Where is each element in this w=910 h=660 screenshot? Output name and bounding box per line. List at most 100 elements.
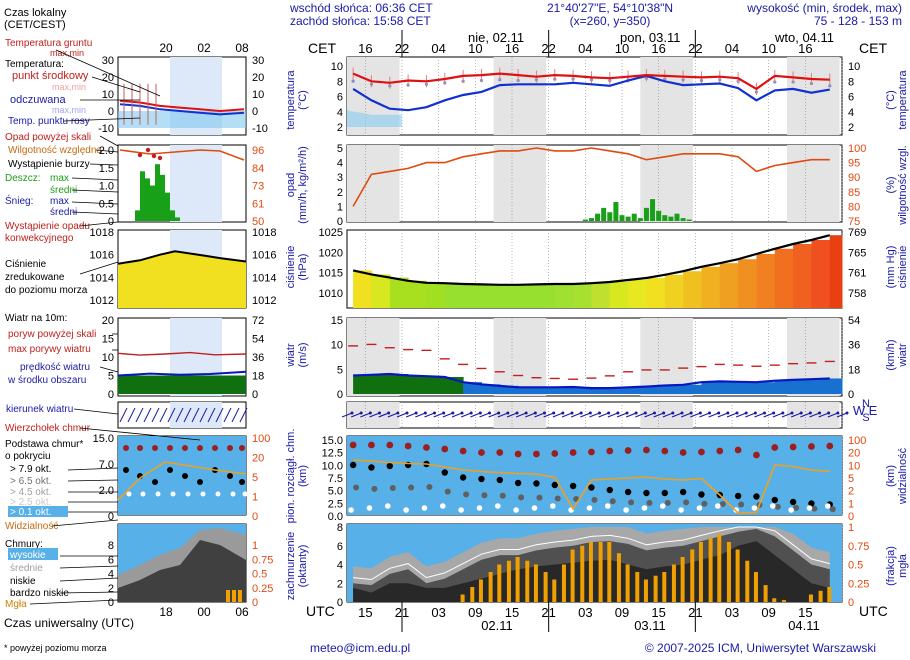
cloud-base-marker-65	[499, 492, 506, 499]
legend-leader	[79, 261, 119, 275]
wind-speed-column	[591, 388, 611, 394]
utc-right: UTC	[859, 603, 888, 619]
mini-cloud-top-marker	[239, 445, 245, 451]
cloud-base-marker	[698, 491, 705, 498]
wind-arrow	[690, 412, 701, 418]
mmhg-tick: 758	[848, 288, 866, 300]
temp-axis-unit-right: (°C)	[885, 90, 897, 110]
legend-clouds: Chmury:	[5, 539, 43, 550]
mini-cloud-top-marker	[123, 445, 129, 451]
wind-speed-column	[499, 385, 519, 394]
mini-fog-tick: 1	[252, 540, 258, 552]
wind-arrow	[543, 412, 554, 418]
wind-arrow-head	[533, 411, 537, 415]
mini-wind-tick: 20	[102, 315, 114, 327]
wind-arrow-head	[836, 411, 840, 415]
wind-arrow	[818, 412, 829, 418]
wind-arrow	[506, 412, 518, 418]
mini-cov-tick: 0	[108, 597, 114, 609]
fog-bar	[478, 579, 483, 602]
bottom-date-3: 04.11	[788, 618, 820, 633]
utc-label: Czas uniwersalny (UTC)	[4, 616, 134, 630]
wind-arrow	[479, 412, 490, 418]
day-label-2: pon, 03.11	[620, 30, 680, 45]
temp-tick: 4	[337, 107, 343, 119]
bottom-hour-label: 15	[798, 605, 812, 620]
wind-arrow-head	[552, 411, 556, 415]
cloud-base-marker-01	[366, 505, 373, 511]
mini-fog-tick: 0.5	[252, 569, 267, 581]
wind-arrow	[589, 412, 600, 418]
fog-tick: 0.5	[848, 560, 863, 572]
top-hour-label: 04	[578, 41, 592, 56]
mini-hum-tick: 73	[252, 181, 264, 193]
wind-arrow-head	[763, 411, 766, 415]
cloud-base-marker-01	[476, 505, 483, 511]
cloud-base-marker-01	[788, 507, 794, 513]
kmh-tick: 0	[848, 389, 854, 401]
fog-bar	[607, 542, 612, 602]
wind-arrow-head	[790, 411, 794, 415]
sunrise-text: wschód słońca: 06:36 CET	[289, 1, 433, 15]
legend-okt-4: > 2.5 okt.	[10, 497, 51, 508]
mini-cov-tick: 4	[108, 569, 114, 581]
wind-arrow-head	[643, 411, 647, 415]
rain-bar	[619, 215, 625, 221]
wind-speed-column	[554, 387, 574, 394]
wind-speed-column	[664, 385, 684, 394]
mini-pressure-line	[117, 250, 247, 265]
cloud-base-marker-01	[384, 503, 391, 509]
mini-wind-line	[117, 370, 247, 377]
fog-bar	[781, 600, 786, 602]
cloud-base-marker	[349, 461, 357, 469]
coords-text: 21°40'27"E, 54°10'38"N	[547, 1, 673, 15]
legend-snow-max: max	[50, 196, 69, 207]
wind-arrow	[341, 412, 353, 418]
mini-cloud-low-marker	[230, 491, 236, 497]
wind-arrow	[552, 412, 564, 418]
cloud-base-marker-01	[604, 503, 611, 509]
wind-arrow-head	[579, 411, 583, 415]
wind-arrow-head	[744, 411, 748, 415]
pressure-column	[371, 274, 391, 308]
legend-wind-dir: kierunek wiatru	[6, 404, 73, 415]
cloud-top-marker	[679, 449, 687, 456]
wind-tick: 10	[331, 340, 343, 352]
night-band	[493, 57, 547, 135]
mini-temp-tick-right: 30	[252, 55, 264, 67]
mini-press-tick: 1016	[90, 250, 114, 262]
wind-speed-column	[793, 379, 812, 394]
legend-ground-temp-maxmin: max,min	[50, 48, 84, 58]
wind-arrow-head	[359, 411, 363, 415]
mini-cloud-low-marker	[155, 491, 161, 497]
fog-bar	[488, 572, 493, 602]
wind-speed-column	[426, 376, 446, 394]
cloud-base-marker-01	[696, 505, 703, 511]
hum-tick: 100	[848, 143, 866, 155]
legend-perceived: odczuwana	[10, 94, 67, 106]
cloud-tick: 15.0	[322, 435, 343, 447]
wind-speed-column	[646, 386, 666, 394]
mini-bottom-hour: 00	[197, 605, 211, 619]
utc-left: UTC	[306, 603, 335, 619]
legend-gust-above: poryw powyżej skali	[8, 329, 96, 340]
fog-bar	[643, 579, 648, 602]
mini-rain-bar	[160, 174, 165, 221]
wind-arrow	[460, 412, 472, 418]
cloud-base-marker	[368, 464, 375, 471]
fog-bar	[588, 542, 593, 602]
wind-arrow	[680, 412, 692, 418]
mini-cloud-tick: 7.0	[99, 459, 114, 471]
legend-leader	[71, 211, 119, 215]
pressure-column	[628, 280, 647, 308]
fog-bar	[506, 560, 511, 602]
wind-arrow-head	[561, 411, 565, 415]
legend-leader	[99, 135, 119, 147]
email-link[interactable]: meteo@icm.edu.pl	[310, 641, 410, 655]
fog-bar	[827, 587, 832, 602]
mini-humidity-line	[119, 149, 245, 161]
legend-leader	[99, 366, 119, 373]
wind-speed-column	[628, 387, 647, 394]
mini-rain-bar	[175, 217, 180, 221]
temp-tick: 10	[331, 61, 343, 73]
